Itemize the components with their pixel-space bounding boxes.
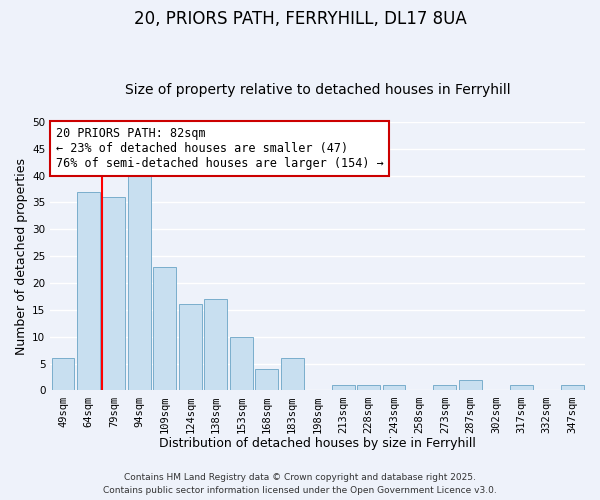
Title: Size of property relative to detached houses in Ferryhill: Size of property relative to detached ho…: [125, 83, 511, 97]
Bar: [510, 385, 533, 390]
Bar: [52, 358, 74, 390]
Y-axis label: Number of detached properties: Number of detached properties: [15, 158, 28, 354]
Bar: [459, 380, 482, 390]
Bar: [357, 385, 380, 390]
Bar: [383, 385, 406, 390]
Bar: [205, 299, 227, 390]
Bar: [332, 385, 355, 390]
Bar: [230, 336, 253, 390]
Bar: [433, 385, 457, 390]
Text: 20 PRIORS PATH: 82sqm
← 23% of detached houses are smaller (47)
76% of semi-deta: 20 PRIORS PATH: 82sqm ← 23% of detached …: [56, 127, 383, 170]
Text: Contains HM Land Registry data © Crown copyright and database right 2025.
Contai: Contains HM Land Registry data © Crown c…: [103, 473, 497, 495]
Bar: [281, 358, 304, 390]
Bar: [154, 267, 176, 390]
Bar: [561, 385, 584, 390]
Bar: [128, 170, 151, 390]
X-axis label: Distribution of detached houses by size in Ferryhill: Distribution of detached houses by size …: [159, 437, 476, 450]
Bar: [77, 192, 100, 390]
Bar: [103, 197, 125, 390]
Bar: [255, 369, 278, 390]
Text: 20, PRIORS PATH, FERRYHILL, DL17 8UA: 20, PRIORS PATH, FERRYHILL, DL17 8UA: [134, 10, 466, 28]
Bar: [179, 304, 202, 390]
